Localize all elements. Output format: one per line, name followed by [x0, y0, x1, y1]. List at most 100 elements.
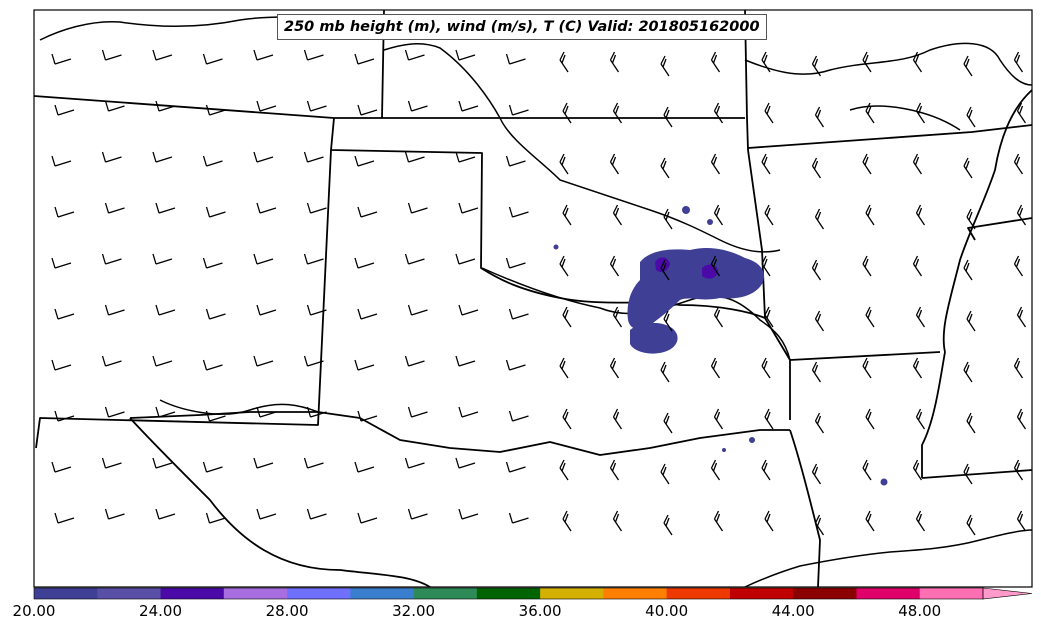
wind-barb: [963, 361, 973, 383]
wind-barb: [865, 306, 875, 328]
wind-barb: [256, 100, 277, 112]
wind-barb: [104, 406, 125, 418]
wind-barb: [104, 202, 125, 214]
wind-barb: [562, 102, 572, 124]
colorbar-outline: [33, 587, 984, 600]
wind-barb: [205, 206, 226, 218]
wind-barb: [562, 408, 572, 430]
wind-barb: [303, 457, 324, 469]
wind-barb: [862, 51, 872, 73]
wind-barb: [202, 155, 223, 167]
wind-barb: [609, 153, 620, 175]
wind-barb: [963, 157, 973, 179]
wind-barb: [764, 510, 774, 532]
wind-barb: [915, 510, 926, 532]
wind-barb: [404, 49, 425, 61]
wind-barb: [963, 463, 973, 485]
wind-barb: [612, 204, 623, 226]
colorbar-segment: [223, 588, 288, 599]
wind-barb: [559, 459, 569, 481]
wind-barb: [253, 457, 274, 469]
wind-barb: [455, 151, 476, 163]
wind-barb: [306, 304, 327, 316]
wind-barb: [205, 104, 226, 116]
wind-barb: [354, 257, 375, 269]
wind-barb: [663, 514, 673, 536]
wind-barb: [915, 408, 926, 430]
wind-barb: [1013, 51, 1024, 73]
wind-barb: [104, 304, 125, 316]
wind-barb: [54, 512, 75, 524]
wind-barb: [155, 100, 176, 112]
wind-barb: [710, 51, 721, 73]
wind-barb: [764, 408, 774, 430]
wind-barb: [1016, 306, 1027, 328]
wind-barb: [256, 508, 277, 520]
wind-barb: [101, 253, 122, 265]
wind-barb: [152, 49, 173, 61]
wind-barb: [966, 412, 976, 434]
wind-barb: [407, 202, 428, 214]
wind-barb: [354, 53, 375, 65]
wind-barb: [865, 102, 875, 124]
wind-barb: [764, 204, 774, 226]
wind-barb: [865, 204, 875, 226]
shaded-spot: [553, 244, 559, 250]
colorbar-segment: [287, 588, 351, 599]
wind-barb: [357, 308, 378, 320]
wind-barb: [1016, 408, 1027, 430]
wind-barb: [202, 257, 223, 269]
wind-barb: [458, 406, 479, 418]
wind-barb: [51, 461, 72, 473]
map-title: 250 mb height (m), wind (m/s), T (C) Val…: [277, 14, 767, 40]
wind-barb: [404, 457, 425, 469]
wind-barb: [51, 359, 72, 371]
wind-barb: [455, 457, 476, 469]
wind-barb: [455, 49, 476, 61]
wind-barb: [713, 204, 724, 226]
wind-barb: [915, 204, 926, 226]
wind-barb: [354, 359, 375, 371]
wind-barb: [612, 408, 623, 430]
wind-barb: [306, 100, 327, 112]
colorbar-tick-label: 44.00: [771, 602, 815, 620]
wind-barb: [458, 202, 479, 214]
colorbar-segment: [729, 588, 794, 599]
wind-barb: [407, 304, 428, 316]
wind-barb: [505, 155, 526, 167]
wind-barb: [101, 355, 122, 367]
wind-barb: [713, 510, 724, 532]
wind-barb: [202, 359, 223, 371]
wind-barb: [256, 304, 277, 316]
wind-barb: [562, 204, 572, 226]
colorbar-tick-label: 36.00: [518, 602, 562, 620]
wind-barb: [1013, 459, 1024, 481]
colorbar-tick-label: 32.00: [392, 602, 436, 620]
wind-barb: [912, 255, 923, 277]
wind-barb: [811, 55, 822, 77]
wind-barb: [761, 153, 771, 175]
wind-barb: [562, 306, 572, 328]
wind-barb: [912, 459, 923, 481]
wind-barb: [101, 49, 122, 61]
wind-barb: [256, 406, 277, 418]
colorbar-segment: [160, 588, 225, 599]
wind-barb: [253, 253, 274, 265]
wind-barb: [710, 255, 721, 277]
wind-barb: [912, 153, 923, 175]
wind-barb: [253, 49, 274, 61]
wind-barb: [660, 157, 670, 179]
wind-barb: [963, 55, 973, 77]
wind-barb: [202, 53, 223, 65]
wind-barb: [1013, 357, 1024, 379]
wind-barb: [1013, 153, 1024, 175]
wind-barb: [865, 510, 875, 532]
wind-barb: [354, 155, 375, 167]
wind-barb: [862, 459, 872, 481]
wind-barb: [663, 412, 673, 434]
wind-barb: [202, 461, 223, 473]
wind-barb: [505, 359, 526, 371]
wind-barb: [1016, 204, 1027, 226]
wind-barb: [609, 357, 620, 379]
